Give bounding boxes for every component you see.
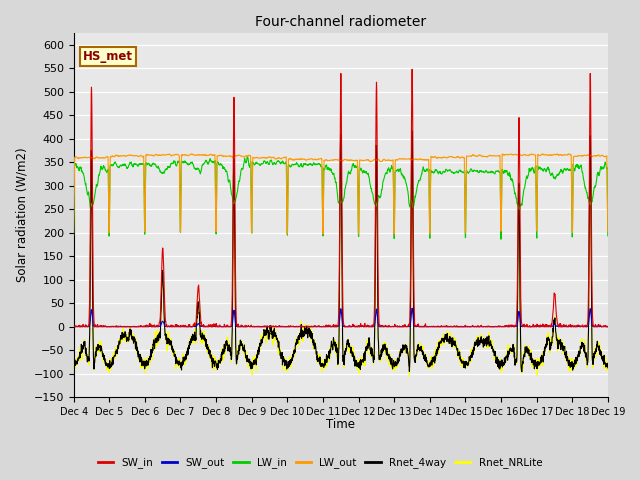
Y-axis label: Solar radiation (W/m2): Solar radiation (W/m2) [15, 148, 28, 282]
X-axis label: Time: Time [326, 419, 355, 432]
Text: HS_met: HS_met [83, 50, 133, 63]
Legend: SW_in, SW_out, LW_in, LW_out, Rnet_4way, Rnet_NRLite: SW_in, SW_out, LW_in, LW_out, Rnet_4way,… [93, 453, 547, 472]
Title: Four-channel radiometer: Four-channel radiometer [255, 15, 426, 29]
